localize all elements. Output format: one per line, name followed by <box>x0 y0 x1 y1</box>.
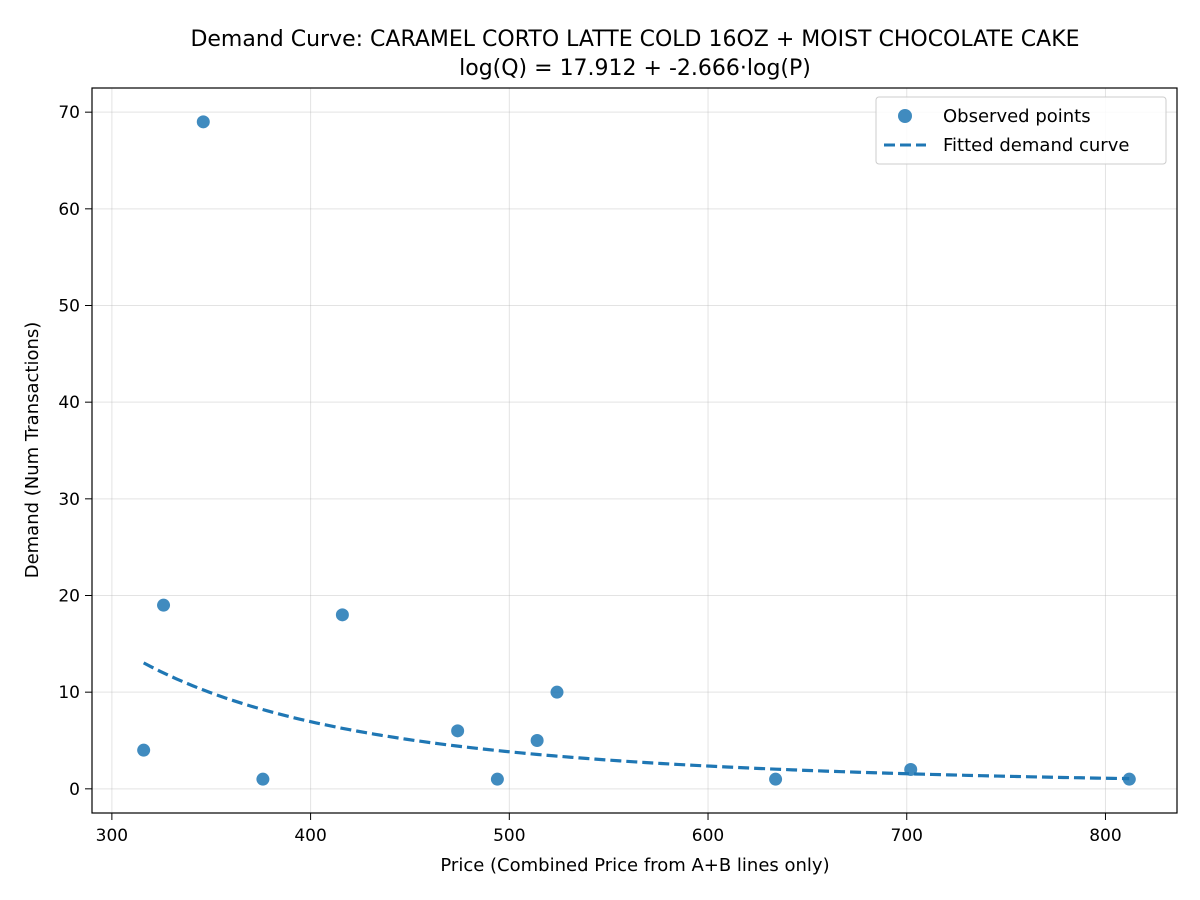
x-tick-label: 600 <box>692 826 724 846</box>
observed-point <box>550 685 564 699</box>
x-tick-label: 700 <box>891 826 923 846</box>
observed-point <box>137 743 151 757</box>
observed-point <box>451 724 465 738</box>
plot-frame <box>91 87 1178 814</box>
legend-label-observed: Observed points <box>943 106 1091 127</box>
x-axis-label: Price (Combined Price from A+B lines onl… <box>440 855 829 876</box>
observed-point <box>1122 772 1136 786</box>
y-tick-label: 0 <box>69 780 80 800</box>
x-tick-label: 400 <box>294 826 326 846</box>
y-tick-label: 60 <box>58 200 80 220</box>
y-tick-label: 10 <box>58 683 80 703</box>
legend: Observed points Fitted demand curve <box>875 96 1167 165</box>
chart-title: Demand Curve: CARAMEL CORTO LATTE COLD 1… <box>190 27 1079 52</box>
grid <box>92 88 1177 813</box>
observed-point <box>769 772 783 786</box>
y-tick-label: 30 <box>58 490 80 510</box>
legend-label-fitted: Fitted demand curve <box>943 135 1129 156</box>
y-tick-label: 70 <box>58 103 80 123</box>
chart-subtitle: log(Q) = 17.912 + -2.666·log(P) <box>459 56 811 81</box>
x-tick-label: 800 <box>1089 826 1121 846</box>
scatter-points-layer <box>137 115 1136 786</box>
legend-marker-observed <box>898 109 912 123</box>
y-tick-label: 20 <box>58 587 80 607</box>
y-tick-label: 50 <box>58 297 80 317</box>
x-tick-label: 500 <box>493 826 525 846</box>
fitted-demand-curve <box>142 661 1130 781</box>
x-tick-label: 300 <box>96 826 128 846</box>
observed-point <box>904 763 918 776</box>
fitted-curve-layer <box>142 661 1130 781</box>
observed-point <box>157 598 171 612</box>
observed-point <box>530 734 544 747</box>
observed-point <box>256 772 270 786</box>
observed-point <box>196 115 210 129</box>
observed-point <box>490 772 504 786</box>
y-axis-label: Demand (Num Transactions) <box>22 322 43 579</box>
axes: 300 400 500 600 700 800 0 10 20 30 40 50 60 70 <box>58 103 1121 846</box>
legend-box <box>875 96 1167 165</box>
y-tick-label: 40 <box>58 393 80 413</box>
observed-point <box>335 608 349 622</box>
